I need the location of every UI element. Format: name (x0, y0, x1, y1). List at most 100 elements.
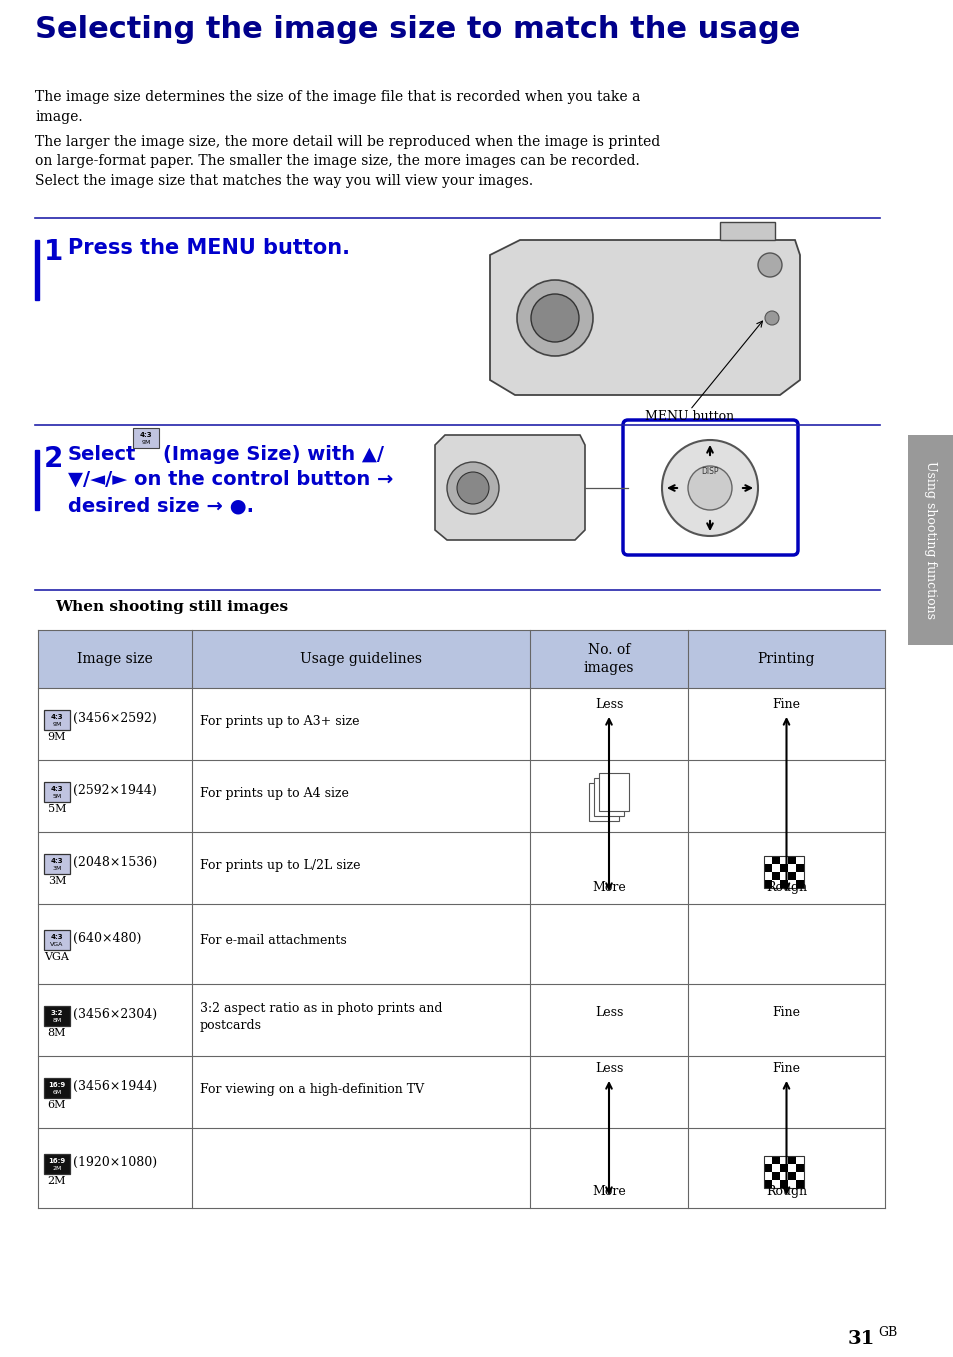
Text: 3:2 aspect ratio as in photo prints and
postcards: 3:2 aspect ratio as in photo prints and … (200, 1001, 442, 1033)
Bar (796, 1164, 803, 1172)
Text: Fine: Fine (772, 697, 800, 711)
Bar (772, 1181, 780, 1187)
Circle shape (447, 461, 498, 514)
Bar (796, 856, 803, 864)
Text: DISP: DISP (700, 468, 718, 476)
Bar (772, 864, 780, 873)
Text: Printing: Printing (757, 651, 815, 666)
Text: 9M: 9M (52, 722, 62, 727)
Text: (2592×1944): (2592×1944) (73, 783, 156, 797)
Circle shape (517, 280, 593, 356)
Bar (780, 1164, 788, 1172)
Text: 5M: 5M (48, 803, 66, 814)
Bar (763, 1172, 772, 1181)
Text: Using shooting functions: Using shooting functions (923, 461, 937, 619)
Text: Fine: Fine (772, 1006, 800, 1019)
Bar (788, 1156, 796, 1164)
Text: For e-mail attachments: For e-mail attachments (200, 935, 346, 947)
Bar (763, 1156, 803, 1187)
Text: For viewing on a high-definition TV: For viewing on a high-definition TV (200, 1083, 424, 1095)
Bar (720, 223, 774, 240)
Text: 3M: 3M (48, 877, 66, 886)
Text: 2: 2 (44, 445, 63, 474)
Text: 2M: 2M (52, 1167, 62, 1171)
Text: For prints up to A4 size: For prints up to A4 size (200, 787, 349, 799)
Text: Less: Less (594, 1006, 622, 1019)
Bar (44, 782, 70, 802)
Bar (788, 1181, 796, 1187)
Bar (598, 773, 628, 811)
Bar (907, 436, 953, 645)
Text: Rough: Rough (765, 1185, 806, 1198)
Bar (772, 873, 780, 879)
Text: VGA: VGA (45, 953, 70, 962)
Text: No. of
images: No. of images (583, 643, 634, 676)
Bar (763, 1164, 772, 1172)
Text: Press the MENU button.: Press the MENU button. (68, 237, 350, 258)
Bar (763, 1156, 772, 1164)
Text: (3456×2304): (3456×2304) (73, 1007, 157, 1020)
Bar (772, 856, 780, 864)
Bar (788, 856, 796, 864)
Circle shape (661, 440, 758, 536)
Bar (772, 1156, 780, 1164)
Text: Less: Less (594, 697, 622, 711)
Text: More: More (592, 1185, 625, 1198)
Circle shape (758, 252, 781, 277)
Bar (35, 451, 39, 510)
Text: 2M: 2M (48, 1177, 66, 1186)
Bar (780, 864, 788, 873)
Text: 4:3: 4:3 (51, 934, 63, 940)
Bar (44, 930, 70, 950)
Text: 5M: 5M (52, 794, 62, 799)
Circle shape (687, 465, 731, 510)
Bar (780, 879, 788, 887)
Bar (763, 864, 772, 873)
Text: 4:3: 4:3 (139, 432, 152, 438)
Text: 1: 1 (44, 237, 63, 266)
Bar (788, 873, 796, 879)
Text: (Image Size) with ▲/: (Image Size) with ▲/ (163, 445, 384, 464)
Bar (38, 630, 884, 688)
Text: For prints up to A3+ size: For prints up to A3+ size (200, 715, 359, 727)
Text: Image size: Image size (77, 651, 152, 666)
Text: 16:9: 16:9 (49, 1158, 66, 1164)
Text: Less: Less (594, 1063, 622, 1075)
Bar (780, 856, 788, 864)
Text: desired size → ●.: desired size → ●. (68, 497, 253, 516)
Bar (44, 710, 70, 730)
Bar (132, 427, 159, 448)
Text: 31: 31 (846, 1330, 874, 1348)
Bar (780, 1181, 788, 1187)
Text: 8M: 8M (52, 1019, 62, 1023)
Text: Select: Select (68, 445, 136, 464)
Bar (772, 1164, 780, 1172)
Bar (780, 1172, 788, 1181)
Bar (796, 1156, 803, 1164)
Circle shape (456, 472, 489, 503)
Text: 8M: 8M (48, 1029, 66, 1038)
Text: 3:2: 3:2 (51, 1010, 63, 1016)
Text: 4:3: 4:3 (51, 858, 63, 864)
Bar (763, 873, 772, 879)
Text: (1920×1080): (1920×1080) (73, 1156, 157, 1168)
Bar (796, 1181, 803, 1187)
Bar (772, 1172, 780, 1181)
Text: GB: GB (877, 1326, 897, 1339)
Bar (796, 879, 803, 887)
Text: Selecting the image size to match the usage: Selecting the image size to match the us… (35, 15, 800, 43)
Bar (788, 864, 796, 873)
Text: MENU button: MENU button (645, 410, 734, 423)
Bar (588, 783, 618, 821)
Text: The larger the image size, the more detail will be reproduced when the image is : The larger the image size, the more deta… (35, 134, 659, 189)
Bar (780, 1156, 788, 1164)
Text: More: More (592, 881, 625, 894)
Bar (44, 854, 70, 874)
Text: When shooting still images: When shooting still images (55, 600, 288, 613)
Bar (788, 1164, 796, 1172)
FancyBboxPatch shape (622, 421, 797, 555)
Text: The image size determines the size of the image file that is recorded when you t: The image size determines the size of th… (35, 90, 639, 123)
Bar (44, 1153, 70, 1174)
Bar (796, 873, 803, 879)
Bar (796, 1172, 803, 1181)
